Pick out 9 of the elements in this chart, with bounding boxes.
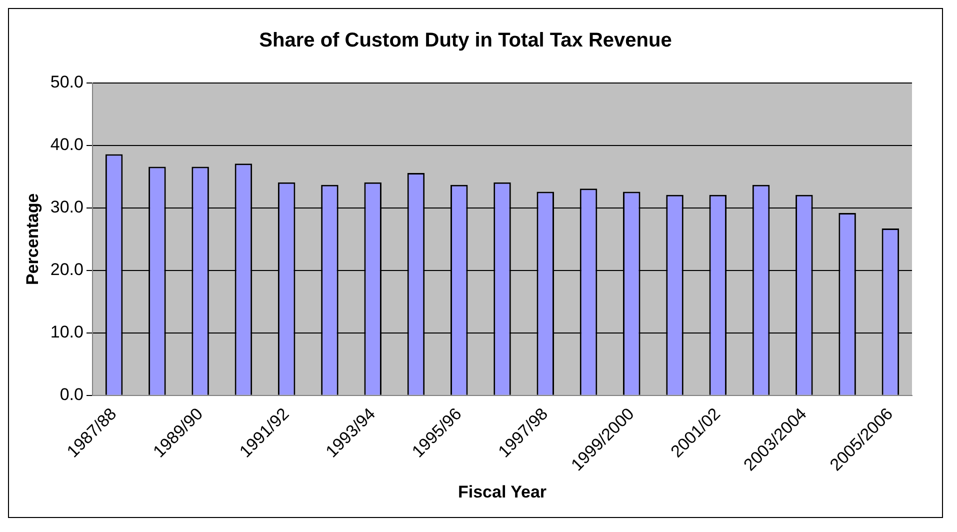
chart-title: Share of Custom Duty in Total Tax Revenue bbox=[259, 30, 672, 52]
y-tick-label: 10.0 bbox=[50, 322, 84, 342]
x-axis-title: Fiscal Year bbox=[458, 482, 547, 502]
y-tick-label: 50.0 bbox=[50, 72, 84, 92]
y-tick-label: 40.0 bbox=[50, 135, 84, 154]
y-tick-label: 20.0 bbox=[50, 260, 84, 280]
y-tick-label: 30.0 bbox=[50, 198, 84, 217]
y-tick-label: 0.0 bbox=[60, 385, 84, 404]
y-axis-title: Percentage bbox=[22, 193, 42, 286]
